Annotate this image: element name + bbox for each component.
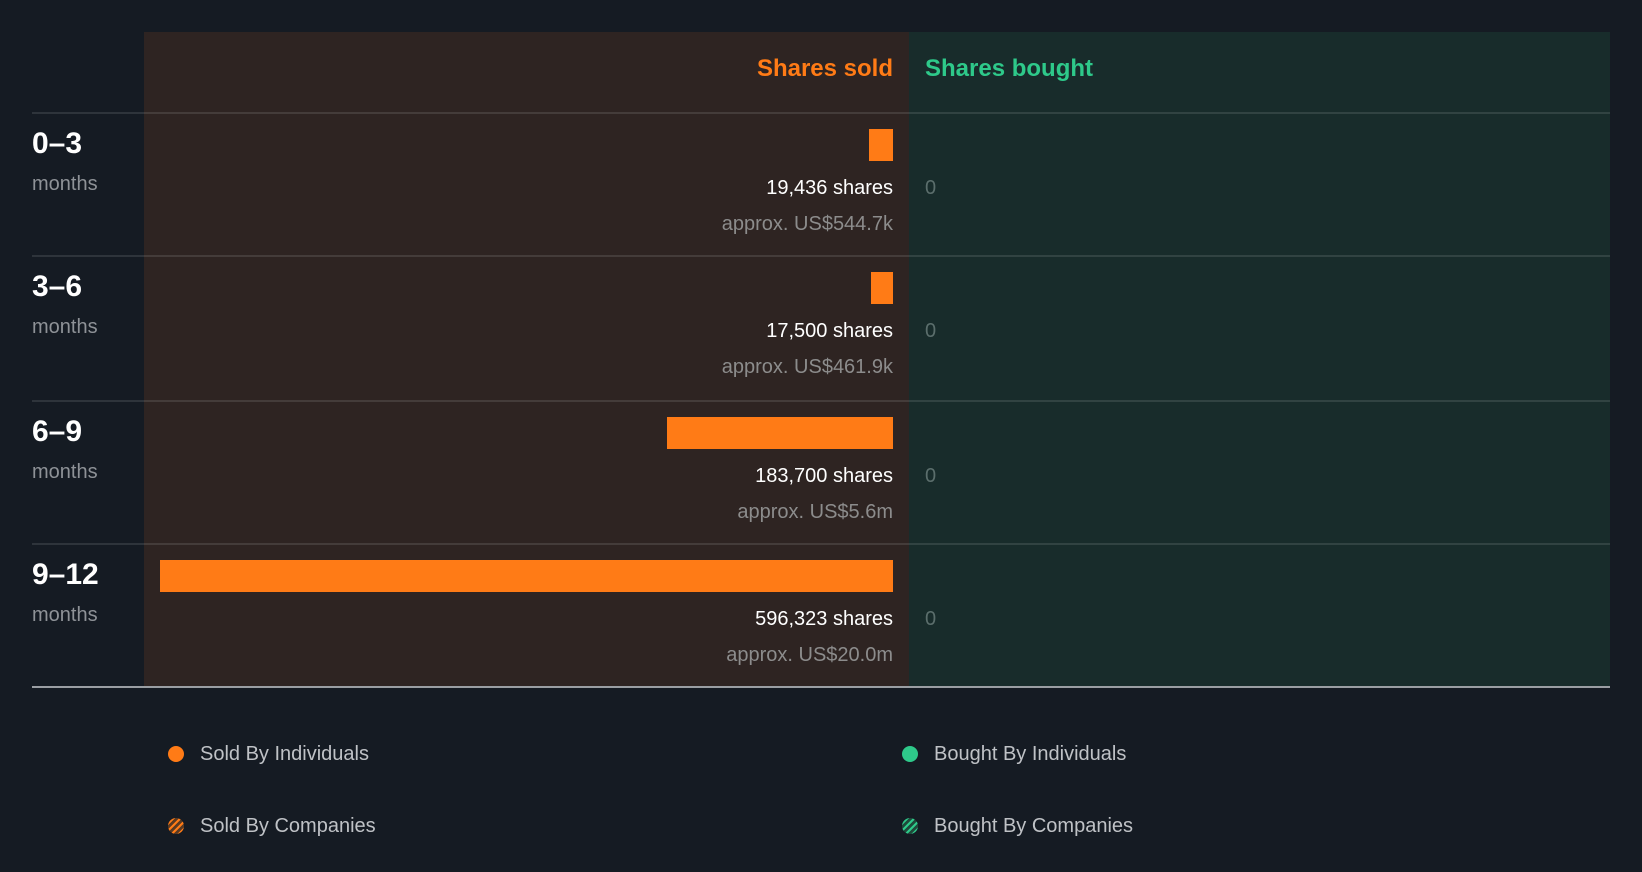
period-unit: months bbox=[32, 604, 98, 626]
sold-shares: 596,323 shares bbox=[755, 608, 893, 630]
row-divider bbox=[32, 255, 1610, 257]
period-row: 3–6 months 17,500 shares approx. US$461.… bbox=[32, 257, 1610, 400]
sold-value: approx. US$5.6m bbox=[737, 501, 893, 523]
bought-shares: 0 bbox=[925, 177, 937, 199]
period-unit: months bbox=[32, 173, 98, 195]
period-unit: months bbox=[32, 316, 98, 338]
sold-bar[interactable] bbox=[869, 129, 893, 161]
period-label: 6–9 bbox=[32, 415, 83, 448]
sold-value: approx. US$461.9k bbox=[721, 356, 893, 378]
row-divider bbox=[32, 112, 1610, 114]
sold-bar[interactable] bbox=[667, 417, 893, 449]
orange-striped-dot-icon bbox=[168, 818, 184, 834]
period-unit: months bbox=[32, 461, 98, 483]
row-divider bbox=[32, 543, 1610, 545]
shares-sold-header: Shares sold bbox=[756, 55, 893, 82]
legend-label: Bought By Companies bbox=[934, 814, 1134, 837]
legend-sold-by-individuals[interactable]: Sold By Individuals bbox=[168, 739, 369, 769]
period-row: 9–12 months 596,323 shares approx. US$20… bbox=[32, 545, 1610, 688]
insider-trading-chart: Shares sold Shares bought 0–3 months 19,… bbox=[32, 32, 1610, 688]
legend-label: Sold By Companies bbox=[200, 814, 376, 837]
sold-value: approx. US$20.0m bbox=[726, 644, 893, 666]
legend-bought-by-companies[interactable]: Bought By Companies bbox=[902, 811, 1133, 841]
period-row: 6–9 months 183,700 shares approx. US$5.6… bbox=[32, 402, 1610, 545]
orange-dot-icon bbox=[168, 746, 184, 762]
bought-shares: 0 bbox=[925, 320, 937, 342]
sold-shares: 17,500 shares bbox=[766, 320, 893, 342]
sold-bar[interactable] bbox=[871, 272, 893, 304]
legend-sold-by-companies[interactable]: Sold By Companies bbox=[168, 811, 376, 841]
legend-label: Bought By Individuals bbox=[934, 742, 1127, 765]
legend-label: Sold By Individuals bbox=[200, 742, 369, 765]
period-label: 9–12 bbox=[32, 558, 99, 591]
green-striped-dot-icon bbox=[902, 818, 918, 834]
period-label: 3–6 bbox=[32, 270, 83, 303]
bought-shares: 0 bbox=[925, 608, 937, 630]
chart-baseline bbox=[32, 686, 1610, 688]
green-dot-icon bbox=[902, 746, 918, 762]
legend-bought-by-individuals[interactable]: Bought By Individuals bbox=[902, 739, 1126, 769]
sold-shares: 19,436 shares bbox=[766, 177, 893, 199]
shares-bought-header: Shares bought bbox=[925, 55, 1094, 82]
bought-shares: 0 bbox=[925, 465, 937, 487]
sold-value: approx. US$544.7k bbox=[721, 213, 893, 235]
sold-bar[interactable] bbox=[160, 560, 893, 592]
row-divider bbox=[32, 400, 1610, 402]
shares-bought-panel bbox=[909, 32, 1610, 687]
period-row: 0–3 months 19,436 shares approx. US$544.… bbox=[32, 114, 1610, 257]
sold-shares: 183,700 shares bbox=[755, 465, 893, 487]
period-label: 0–3 bbox=[32, 127, 83, 160]
